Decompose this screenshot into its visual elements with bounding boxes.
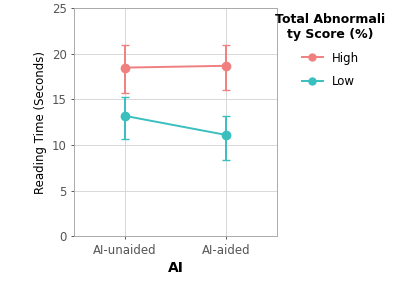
- Legend: High, Low: High, Low: [271, 8, 390, 93]
- Y-axis label: Reading Time (Seconds): Reading Time (Seconds): [35, 51, 47, 194]
- X-axis label: AI: AI: [168, 261, 183, 275]
